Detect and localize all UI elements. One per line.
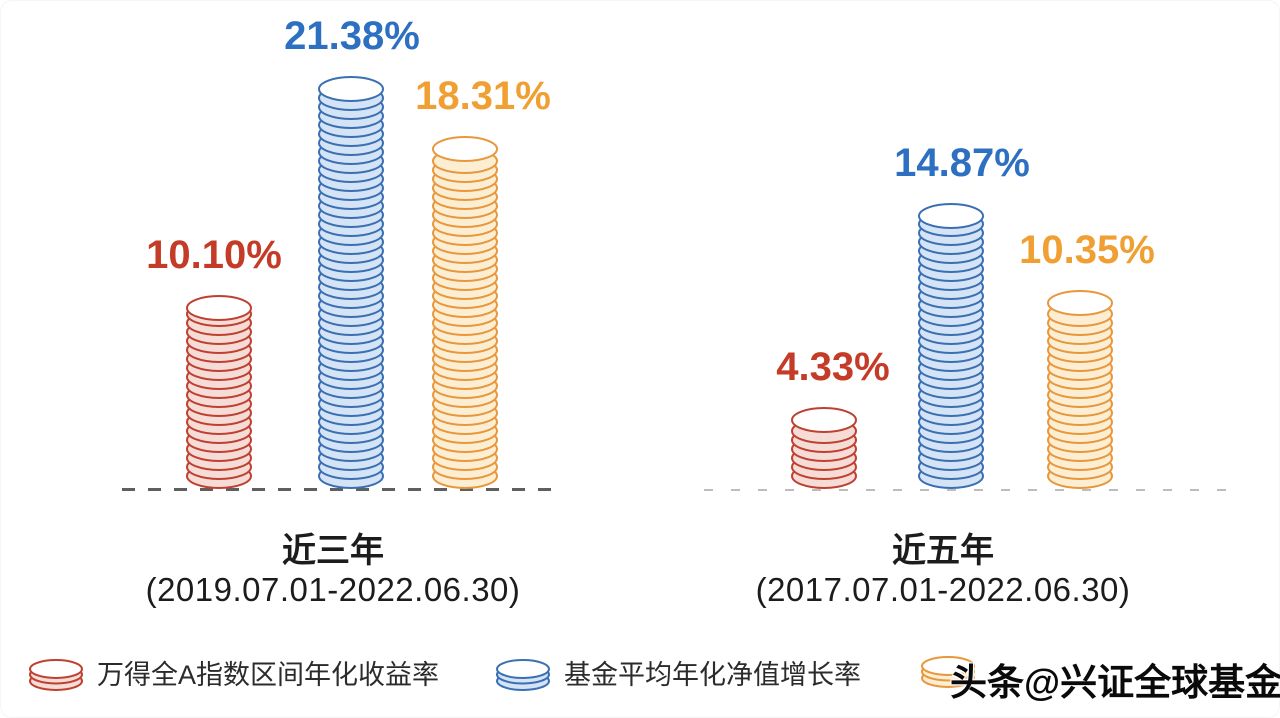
value-label: 10.10%	[146, 233, 282, 277]
baseline-dashed-left	[122, 488, 562, 491]
value-label: 21.38%	[284, 14, 420, 58]
coin-red-icon	[29, 659, 83, 691]
value-label: 4.33%	[776, 345, 890, 389]
baseline-dashed-right	[704, 489, 1232, 491]
coin-orange-icon	[921, 656, 975, 688]
coin-blue-icon	[496, 659, 550, 691]
coin-stack	[185, 294, 253, 495]
group-period: (2017.07.01-2022.06.30)	[755, 571, 1131, 608]
group-title: 近五年	[892, 532, 994, 570]
group-period: (2019.07.01-2022.06.30)	[145, 571, 521, 608]
legend-label: 基金平均年化净值增长率	[564, 660, 861, 690]
coin-stack	[917, 202, 985, 495]
legend-item-fund-average: 基金平均年化净值增长率	[495, 655, 861, 695]
legend-item-third-series	[920, 655, 989, 689]
value-label: 18.31%	[415, 74, 551, 118]
coin-stack	[317, 75, 385, 495]
legend-label: 万得全A指数区间年化收益率	[97, 660, 440, 690]
legend-item-wind-index: 万得全A指数区间年化收益率	[28, 655, 439, 695]
coin-stack	[431, 135, 499, 495]
group-title: 近三年	[282, 532, 384, 570]
group-label-3y: 近三年 (2019.07.01-2022.06.30)	[103, 532, 563, 610]
coin-stack	[1046, 289, 1114, 495]
value-label: 10.35%	[1019, 228, 1155, 272]
watermark-text: 头条@兴证全球基金	[950, 662, 1280, 703]
group-label-5y: 近五年 (2017.07.01-2022.06.30)	[703, 532, 1183, 610]
value-label: 14.87%	[894, 141, 1030, 185]
coin-stack	[790, 406, 858, 495]
